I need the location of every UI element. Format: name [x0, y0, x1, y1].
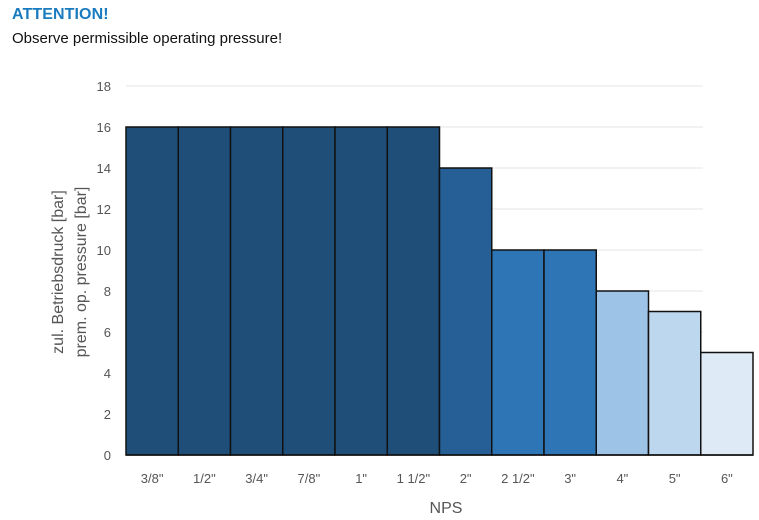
x-tick-label: 2" [460, 471, 472, 486]
attention-heading: ATTENTION! [12, 6, 109, 23]
bar [386, 126, 441, 456]
y-tick-label: 14 [97, 161, 111, 176]
y-tick-label: 6 [104, 325, 111, 340]
y-tick-label: 2 [104, 407, 111, 422]
bar-series [125, 126, 754, 456]
x-axis-ticks: 3/8" 1/2" 3/4" 7/8" 1" 1 1/2" 2" 2 1/2" 3" 4" 5" 6" [141, 471, 733, 486]
x-tick-label: 4" [616, 471, 628, 486]
bar [647, 310, 702, 456]
y-tick-label: 0 [104, 448, 111, 463]
y-tick-label: 12 [97, 202, 111, 217]
bar [700, 351, 754, 456]
y-tick-label: 10 [97, 243, 111, 258]
y-axis-ticks: 0 2 4 6 8 10 12 14 16 18 [97, 79, 111, 463]
y-tick-label: 18 [97, 79, 111, 94]
y-axis-title-line-1: zul. Betriebsdruck [bar] [50, 190, 67, 354]
y-tick-label: 8 [104, 284, 111, 299]
x-tick-label: 2 1/2" [501, 471, 535, 486]
x-tick-label: 3/8" [141, 471, 164, 486]
bar [595, 290, 650, 456]
x-tick-label: 5" [669, 471, 681, 486]
x-tick-label: 1/2" [193, 471, 216, 486]
bar [491, 249, 545, 456]
x-tick-label: 6" [721, 471, 733, 486]
x-tick-label: 1 1/2" [397, 471, 431, 486]
bar [125, 126, 179, 456]
bar [438, 167, 493, 456]
bar [282, 126, 336, 456]
x-tick-label: 3" [564, 471, 576, 486]
y-tick-label: 4 [104, 366, 111, 381]
x-tick-label: 3/4" [245, 471, 268, 486]
x-tick-label: 7/8" [298, 471, 321, 486]
x-tick-label: 1" [355, 471, 367, 486]
y-tick-label: 16 [97, 120, 111, 135]
y-axis-title-line-2: prem. op. pressure [bar] [73, 187, 90, 358]
bar [334, 126, 388, 456]
x-axis-title: NPS [430, 500, 463, 517]
attention-message: Observe permissible operating pressure! [12, 30, 283, 47]
bar [229, 126, 284, 456]
bar [543, 249, 597, 456]
bar [177, 126, 232, 456]
